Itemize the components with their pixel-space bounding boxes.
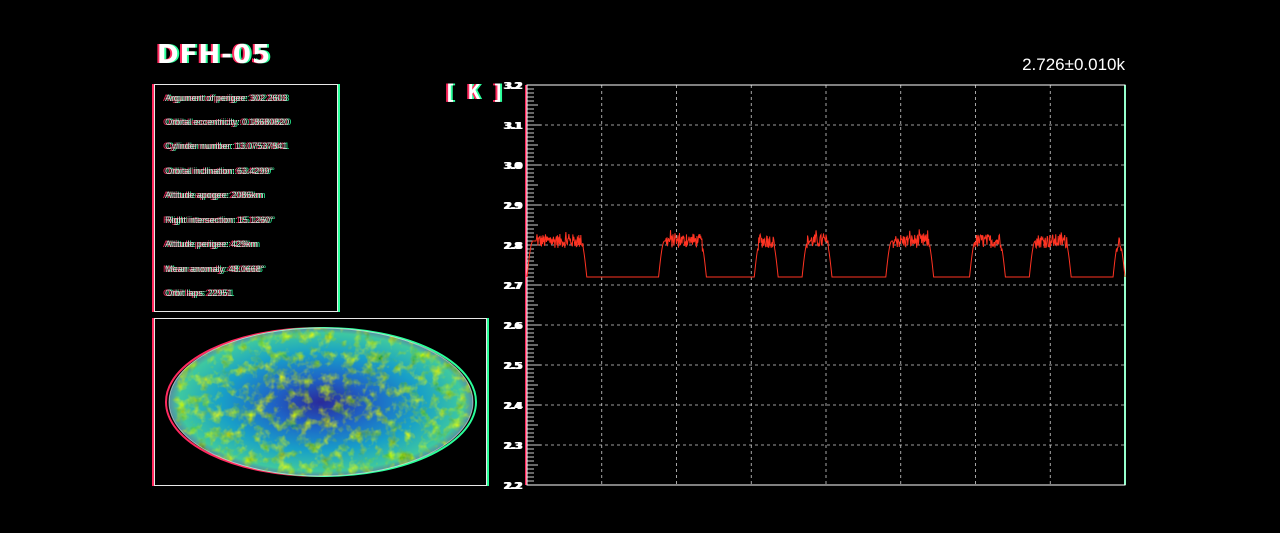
cmb-sky-map bbox=[165, 327, 477, 477]
y-tick-label: 2.3 bbox=[503, 441, 521, 452]
y-tick-label: 3.0 bbox=[503, 161, 521, 172]
y-tick-label: 2.6 bbox=[503, 321, 521, 332]
sky-map-panel bbox=[154, 318, 487, 486]
y-tick-label: 2.3 bbox=[504, 441, 522, 452]
info-right-intersection: Right intersection: 15.1260° bbox=[165, 215, 274, 226]
info-cylinder-number: Cylinder number: 13.07537841 bbox=[165, 141, 288, 152]
y-tick-label: 3.0 bbox=[505, 161, 523, 172]
info-orbital-eccentricity: Orbital eccentricity: 0.18680820 bbox=[165, 117, 290, 128]
y-tick-label: 3.2 bbox=[504, 81, 522, 92]
y-tick-label: 2.2 bbox=[505, 481, 523, 492]
y-tick-label: 3.2 bbox=[505, 81, 523, 92]
unit-label: [ K ] bbox=[444, 80, 505, 104]
orbit-info-panel: Argument of perigee: 302.2603 Orbital ec… bbox=[154, 84, 338, 312]
info-mean-anomaly: Mean anomaly: 48.0668° bbox=[165, 264, 265, 275]
y-tick-label: 2.4 bbox=[504, 401, 522, 412]
y-tick-label: 3.0 bbox=[504, 161, 522, 172]
y-tick-label: 2.2 bbox=[504, 481, 522, 492]
y-tick-label: 2.2 bbox=[503, 481, 521, 492]
info-argument-of-perigee: Argument of perigee: 302.2603 bbox=[165, 93, 288, 104]
y-tick-label: 2.4 bbox=[503, 401, 521, 412]
page-title: DFH-05 bbox=[157, 40, 272, 70]
y-tick-label: 2.4 bbox=[505, 401, 523, 412]
y-tick-label: 2.9 bbox=[503, 201, 521, 212]
y-tick-label: 2.5 bbox=[503, 361, 521, 372]
y-tick-label: 3.1 bbox=[504, 121, 522, 132]
info-altitude-apogee: Altitude apogee: 2086km bbox=[165, 190, 264, 201]
y-tick-label: 2.5 bbox=[505, 361, 523, 372]
series-temperature bbox=[526, 229, 1126, 278]
chart-grid bbox=[527, 85, 1125, 485]
y-tick-label: 2.8 bbox=[504, 241, 522, 252]
y-tick-label: 2.7 bbox=[504, 281, 522, 292]
y-tick-label: 2.5 bbox=[504, 361, 522, 372]
info-altitude-perigee: Altitude perigee: 429km bbox=[165, 239, 258, 250]
y-tick-label: 2.7 bbox=[503, 281, 521, 292]
y-tick-label: 2.9 bbox=[505, 201, 523, 212]
y-tick-label: 2.3 bbox=[505, 441, 523, 452]
y-tick-label: 2.9 bbox=[504, 201, 522, 212]
plot-frame bbox=[526, 84, 1126, 486]
temperature-readout: 2.726±0.010k bbox=[1022, 55, 1125, 74]
y-tick-label: 2.8 bbox=[503, 241, 521, 252]
y-tick-label: 3.1 bbox=[503, 121, 521, 132]
y-tick-label: 2.6 bbox=[504, 321, 522, 332]
y-tick-label: 3.2 bbox=[503, 81, 521, 92]
y-axis-tick-labels: 3.23.23.23.13.13.13.03.03.02.92.92.92.82… bbox=[503, 81, 523, 492]
y-tick-label: 2.7 bbox=[505, 281, 523, 292]
info-orbit-laps: Orbit laps: 22951 bbox=[165, 288, 233, 299]
y-tick-label: 2.6 bbox=[505, 321, 523, 332]
y-tick-label: 2.8 bbox=[505, 241, 523, 252]
temperature-line bbox=[526, 229, 1126, 278]
info-orbital-inclination: Orbital inclination: 63.4299° bbox=[165, 166, 273, 177]
y-tick-label: 3.1 bbox=[505, 121, 523, 132]
